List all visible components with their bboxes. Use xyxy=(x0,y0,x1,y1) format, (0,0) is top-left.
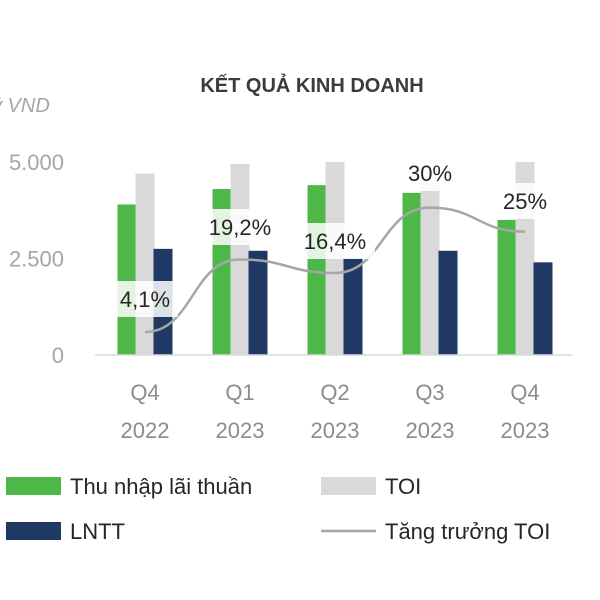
legend-swatch-lntt xyxy=(6,522,61,540)
growth-label: 25% xyxy=(503,189,547,214)
growth-label: 16,4% xyxy=(304,229,366,254)
y-tick-label: 0 xyxy=(52,343,64,368)
growth-label-box xyxy=(402,155,458,191)
bar-lntt-4 xyxy=(533,262,553,355)
y-axis: 0 2.500 5.000 xyxy=(9,150,64,368)
growth-label: 19,2% xyxy=(209,215,271,240)
growth-label-box xyxy=(295,223,375,259)
unit-label: ỷ VND xyxy=(0,95,50,117)
x-tick-quarter: Q4 xyxy=(510,380,539,405)
legend-label-lntt: LNTT xyxy=(70,519,125,544)
y-tick-label: 2.500 xyxy=(9,247,64,272)
x-tick-quarter: Q4 xyxy=(130,380,159,405)
growth-label: 30% xyxy=(408,161,452,186)
bar-lntt-2 xyxy=(343,258,363,355)
x-tick-year: 2023 xyxy=(311,418,360,443)
growth-label-box xyxy=(497,183,553,219)
bar-thu-nh-p-l-i-thu-n-4 xyxy=(497,219,517,355)
x-tick-year: 2022 xyxy=(121,418,170,443)
growth-label: 4,1% xyxy=(120,287,170,312)
x-tick-quarter: Q3 xyxy=(415,380,444,405)
x-tick-year: 2023 xyxy=(216,418,265,443)
x-tick-year: 2023 xyxy=(406,418,455,443)
bar-toi-3 xyxy=(420,183,440,355)
legend-label-t-ng-tr-ng-toi: Tăng trưởng TOI xyxy=(385,519,550,544)
bar-lntt-3 xyxy=(438,250,458,355)
bar-lntt-1 xyxy=(248,250,268,355)
growth-label-box xyxy=(112,281,178,317)
x-tick-year: 2023 xyxy=(501,418,550,443)
growth-label-box xyxy=(200,209,280,245)
x-axis: Q4 2022 Q1 2023 Q2 2023 Q3 2023 Q4 2023 xyxy=(121,380,550,443)
x-tick-quarter: Q2 xyxy=(320,380,349,405)
growth-line-path xyxy=(144,206,526,334)
chart-title: KẾT QUẢ KINH DOANH xyxy=(200,74,423,97)
y-tick-label: 5.000 xyxy=(9,150,64,175)
legend-label-thu-nh-p-l-i-thu-n: Thu nhập lãi thuần xyxy=(70,474,252,499)
bar-thu-nh-p-l-i-thu-n-3 xyxy=(402,192,422,355)
growth-line: 4,1% 19,2% 16,4% 30% 25% xyxy=(112,155,553,334)
bar-toi-0 xyxy=(135,173,155,355)
legend-swatch-thu-nh-p-l-i-thu-n xyxy=(6,477,61,495)
legend-label-toi: TOI xyxy=(385,474,421,499)
legend-swatch-toi xyxy=(321,477,376,495)
legend: Thu nhập lãi thuần TOI LNTT Tăng trưởng TOI xyxy=(6,474,550,544)
x-tick-quarter: Q1 xyxy=(225,380,254,405)
bar-thu-nh-p-l-i-thu-n-2 xyxy=(307,185,327,355)
bar-thu-nh-p-l-i-thu-n-0 xyxy=(117,204,137,355)
